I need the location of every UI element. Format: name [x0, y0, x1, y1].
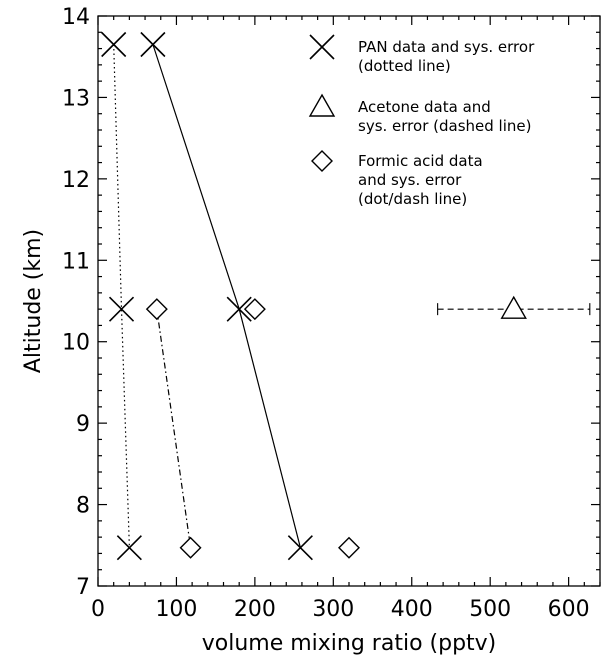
data-point-x: [108, 296, 135, 322]
y-tick-label: 11: [62, 249, 90, 274]
data-point-x: [226, 296, 252, 322]
legend: PAN data and sys. error(dotted line) Acet…: [308, 34, 535, 208]
data-marks: [101, 31, 591, 561]
y-tick-label: 13: [62, 86, 90, 111]
x-tick-label: 0: [91, 597, 105, 622]
x-tick-label: 100: [155, 597, 197, 622]
data-point-x: [116, 535, 142, 561]
y-tick-label: 9: [76, 412, 90, 437]
data-point-x: [101, 31, 127, 58]
y-tick-label: 10: [62, 331, 90, 356]
data-point-x: [140, 31, 166, 58]
data-point-diamond: [338, 536, 360, 559]
x-tick-label: 600: [548, 597, 590, 622]
y-tick-label: 12: [62, 168, 90, 193]
y-tick-label: 8: [76, 494, 90, 519]
legend-marker-triangle: [308, 93, 336, 117]
y-axis-title: Altitude (km): [21, 229, 46, 373]
legend-label: Formic acid data: [358, 152, 483, 170]
legend-label: sys. error (dashed line): [358, 117, 531, 135]
x-tick-label: 500: [469, 597, 511, 622]
data-point-diamond: [145, 298, 168, 321]
x-tick-label: 400: [391, 597, 433, 622]
legend-label: and sys. error: [358, 171, 462, 189]
legend-label: (dot/dash line): [358, 190, 467, 208]
legend-label: (dotted line): [358, 57, 451, 75]
legend-marker-diamond: [311, 150, 333, 172]
legend-marker-x: [309, 34, 335, 60]
data-point-diamond: [179, 536, 202, 559]
series-line-dotted: [113, 44, 130, 548]
legend-label: Acetone data and: [358, 98, 491, 116]
legend-label: PAN data and sys. error: [358, 38, 535, 56]
x-axis-title: volume mixing ratio (pptv): [202, 631, 497, 656]
data-point-triangle: [500, 295, 527, 319]
data-point-x: [287, 535, 313, 561]
data-point-diamond: [243, 298, 266, 321]
y-tick-label: 7: [76, 575, 90, 600]
x-tick-label: 200: [234, 597, 276, 622]
axis-ticks: 0 100 200 300 400 500 600 7 8 9 10 11 12 13 14: [62, 5, 601, 622]
y-tick-label: 14: [62, 5, 90, 30]
x-tick-label: 300: [312, 597, 354, 622]
